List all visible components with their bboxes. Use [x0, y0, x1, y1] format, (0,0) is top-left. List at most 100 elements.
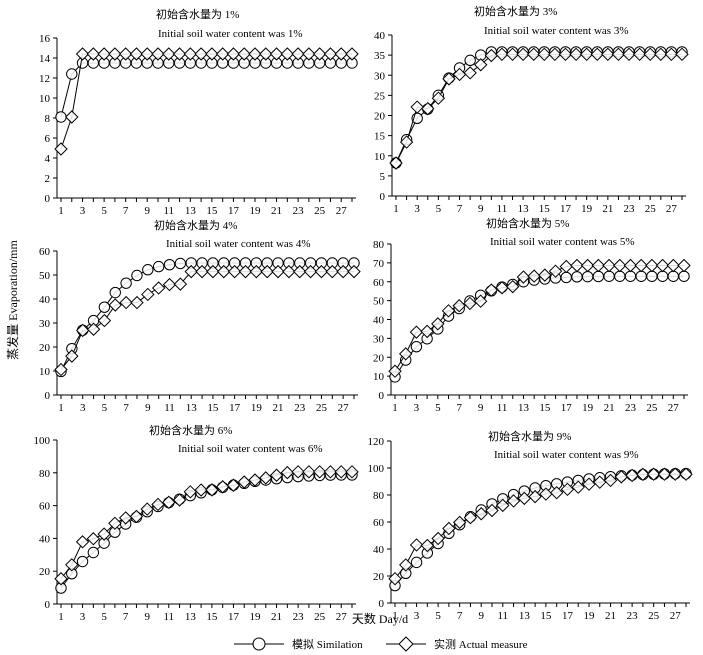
x-tick-label: 1 — [58, 205, 64, 217]
y-tick-label: 60 — [39, 246, 51, 258]
actual-point — [516, 47, 530, 62]
panel-title: 初始含水量为 1% — [156, 7, 239, 21]
actual-point — [634, 258, 648, 273]
actual-point — [516, 270, 531, 284]
y-tick-label: 15 — [374, 131, 386, 143]
actual-point — [611, 47, 626, 62]
actual-point — [452, 299, 466, 313]
x-tick-label: 25 — [646, 402, 658, 414]
actual-point — [271, 264, 285, 279]
actual-point — [325, 264, 340, 279]
actual-point — [195, 264, 209, 279]
actual-point — [162, 495, 176, 510]
actual-series-line — [60, 471, 352, 580]
y-tick-label: 0 — [379, 598, 385, 610]
panel-title: 初始含水量为 4% — [154, 218, 237, 232]
x-tick-label: 15 — [207, 402, 219, 414]
actual-point — [312, 465, 327, 479]
x-tick-label: 3 — [80, 205, 86, 217]
x-tick-label: 11 — [497, 610, 508, 622]
actual-point — [506, 279, 520, 294]
x-tick-label: 3 — [414, 203, 420, 215]
actual-point — [248, 47, 262, 61]
actual-point — [505, 47, 520, 62]
x-tick-label: 1 — [58, 611, 64, 623]
x-tick-label: 19 — [251, 402, 263, 414]
actual-point — [323, 47, 338, 61]
actual-point — [118, 511, 133, 525]
x-tick-label: 1 — [392, 610, 398, 622]
simulation-series-line — [395, 51, 682, 164]
actual-point — [613, 258, 627, 273]
actual-point — [593, 475, 607, 489]
actual-point — [399, 558, 413, 572]
y-tick-label: 80 — [39, 468, 51, 480]
actual-point — [452, 67, 467, 82]
y-axis-label: 蒸发量 Evaporation/mm — [5, 240, 20, 360]
actual-point — [560, 482, 575, 497]
actual-point — [463, 66, 477, 80]
x-tick-label: 13 — [185, 205, 197, 217]
y-tick-label: 12 — [39, 73, 50, 85]
x-tick-label: 7 — [457, 610, 463, 622]
actual-point — [314, 264, 329, 279]
panel-title: 初始含水量为 3% — [474, 4, 557, 18]
actual-point — [108, 516, 122, 531]
actual-point — [632, 47, 647, 62]
actual-point — [388, 364, 402, 378]
actual-point — [259, 47, 273, 61]
y-tick-label: 0 — [45, 390, 51, 402]
x-tick-label: 5 — [101, 611, 107, 623]
x-tick-label: 25 — [316, 402, 328, 414]
panel-subtitle: Initial soil water content was 5% — [490, 236, 635, 248]
actual-point — [526, 47, 541, 62]
actual-point — [463, 296, 477, 311]
actual-point — [420, 538, 435, 553]
y-tick-label: 100 — [34, 435, 51, 447]
x-tick-label: 15 — [206, 205, 218, 217]
x-tick-label: 23 — [294, 402, 306, 414]
x-tick-label: 9 — [144, 611, 150, 623]
y-tick-label: 14 — [39, 53, 51, 65]
actual-point — [431, 91, 446, 105]
x-tick-label: 13 — [518, 402, 530, 414]
x-tick-label: 25 — [648, 610, 660, 622]
actual-point — [248, 473, 262, 487]
y-tick-label: 60 — [373, 517, 385, 529]
actual-point — [172, 493, 187, 507]
actual-point — [645, 258, 659, 273]
actual-point — [591, 258, 606, 273]
actual-point — [183, 47, 198, 61]
actual-point — [237, 47, 251, 61]
x-tick-label: 21 — [602, 203, 613, 215]
y-tick-label: 70 — [373, 258, 385, 270]
actual-point — [580, 258, 595, 273]
y-tick-label: 20 — [373, 571, 385, 583]
actual-point — [399, 135, 414, 149]
actual-point — [119, 295, 133, 310]
y-tick-label: 60 — [373, 277, 385, 289]
actual-point — [65, 349, 79, 363]
simulation-point — [624, 270, 637, 282]
x-tick-label: 17 — [562, 610, 574, 622]
actual-point — [151, 281, 166, 295]
y-tick-label: 80 — [373, 239, 385, 251]
simulation-point — [120, 277, 132, 289]
actual-point — [75, 323, 90, 338]
panel-subtitle: Initial soil water content was 1% — [158, 28, 303, 40]
y-tick-label: 10 — [374, 151, 386, 163]
actual-series-line — [395, 53, 682, 164]
actual-point — [141, 287, 155, 302]
x-tick-label: 11 — [163, 611, 174, 623]
actual-point — [571, 480, 585, 494]
x-tick-label: 1 — [392, 402, 398, 414]
y-tick-label: 20 — [374, 111, 386, 123]
x-tick-label: 3 — [414, 402, 420, 414]
actual-point — [442, 72, 456, 86]
y-tick-label: 10 — [39, 366, 51, 378]
x-tick-label: 21 — [273, 402, 284, 414]
actual-point — [410, 100, 424, 114]
actual-point — [654, 47, 668, 62]
